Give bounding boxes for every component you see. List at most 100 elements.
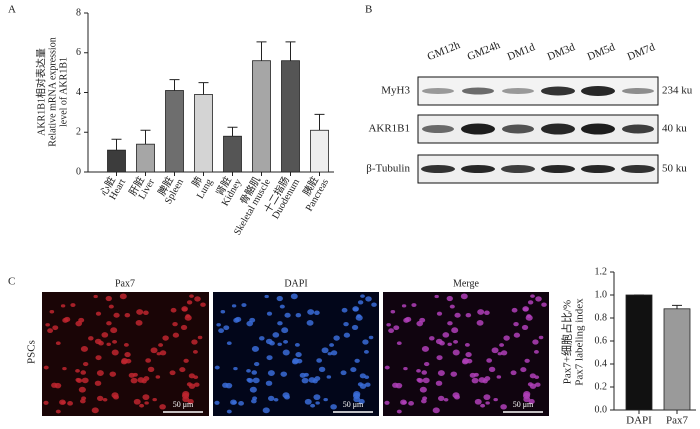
cell bbox=[47, 328, 54, 334]
lane-label: DM7d bbox=[626, 41, 658, 63]
y-tick-label: 1.2 bbox=[595, 266, 608, 277]
cell bbox=[423, 361, 430, 367]
cell bbox=[249, 386, 257, 393]
cell bbox=[144, 401, 149, 405]
band bbox=[462, 87, 494, 95]
cell bbox=[301, 377, 309, 384]
cell bbox=[452, 349, 460, 356]
cell bbox=[132, 372, 138, 377]
cell bbox=[354, 358, 360, 363]
cell bbox=[113, 394, 119, 400]
cell bbox=[172, 321, 178, 327]
cell bbox=[362, 339, 369, 345]
protein-label: MyH3 bbox=[381, 85, 410, 97]
size-label: 234 ku bbox=[662, 85, 693, 97]
cell bbox=[95, 355, 102, 361]
cell bbox=[541, 302, 547, 307]
cell bbox=[96, 370, 104, 376]
bar bbox=[194, 94, 213, 173]
cell bbox=[191, 339, 198, 345]
cell bbox=[282, 349, 290, 356]
cell bbox=[503, 335, 510, 341]
cell bbox=[329, 343, 335, 347]
cell bbox=[316, 358, 323, 363]
cell bbox=[94, 380, 102, 386]
cell bbox=[81, 377, 89, 384]
cell bbox=[313, 394, 321, 401]
cell bbox=[150, 347, 158, 354]
cell bbox=[485, 401, 490, 405]
cell bbox=[147, 366, 155, 373]
cell bbox=[162, 335, 169, 341]
cell bbox=[246, 369, 251, 373]
y-tick-label: 6 bbox=[76, 47, 81, 58]
cell bbox=[192, 350, 198, 354]
scale-label: 50 μm bbox=[173, 400, 194, 409]
scale-label: 50 μm bbox=[513, 400, 534, 409]
cell bbox=[91, 407, 99, 414]
bar bbox=[310, 129, 329, 173]
cell bbox=[500, 350, 508, 356]
cell bbox=[252, 396, 258, 401]
cell bbox=[181, 307, 188, 312]
cell bbox=[113, 312, 120, 318]
cell bbox=[109, 371, 117, 377]
cell bbox=[499, 343, 505, 347]
cell bbox=[486, 358, 493, 363]
cell bbox=[52, 325, 59, 331]
cell bbox=[187, 399, 194, 405]
cell bbox=[343, 332, 351, 338]
cell bbox=[471, 377, 479, 384]
cell bbox=[152, 397, 157, 402]
cell bbox=[251, 345, 260, 352]
cell bbox=[341, 307, 348, 313]
bar bbox=[136, 143, 155, 173]
cell bbox=[450, 371, 458, 377]
cell bbox=[124, 313, 131, 318]
cell bbox=[133, 398, 141, 405]
band bbox=[461, 123, 495, 135]
cell bbox=[130, 377, 138, 384]
cell bbox=[403, 367, 408, 371]
y-tick-label: 0.8 bbox=[595, 312, 608, 323]
y-axis-title: level of AKR1B1 bbox=[58, 57, 69, 127]
cell bbox=[106, 321, 112, 326]
cell bbox=[193, 375, 199, 380]
error-bar bbox=[672, 304, 682, 309]
error-bar bbox=[227, 126, 238, 137]
cell bbox=[251, 370, 258, 375]
lane-label: DM3d bbox=[546, 41, 578, 63]
cell bbox=[364, 382, 371, 387]
cell bbox=[465, 352, 472, 358]
cell bbox=[43, 365, 49, 370]
cell bbox=[416, 377, 422, 382]
band bbox=[581, 86, 615, 96]
band bbox=[581, 123, 615, 135]
y-tick-label: 0.0 bbox=[595, 404, 608, 415]
cell bbox=[226, 409, 232, 414]
cell bbox=[267, 370, 275, 376]
cell bbox=[105, 295, 112, 302]
cell bbox=[310, 403, 316, 408]
cell bbox=[266, 311, 273, 316]
cell bbox=[246, 377, 252, 382]
cell bbox=[179, 367, 186, 373]
cell bbox=[197, 335, 203, 340]
cell bbox=[447, 321, 453, 326]
cell bbox=[359, 383, 367, 389]
cell bbox=[484, 310, 490, 315]
panel-label: B bbox=[365, 4, 372, 16]
cell bbox=[422, 377, 430, 384]
cell bbox=[214, 365, 220, 370]
cell bbox=[159, 350, 167, 356]
y-axis-title: Relative mRNA expression bbox=[47, 37, 58, 146]
cell bbox=[269, 340, 275, 346]
blot-strip bbox=[417, 114, 659, 144]
cell bbox=[80, 345, 89, 352]
cell bbox=[143, 310, 149, 315]
cell bbox=[188, 383, 196, 389]
cell bbox=[135, 319, 143, 326]
y-tick-label: 8 bbox=[76, 7, 81, 18]
bar bbox=[252, 60, 271, 173]
